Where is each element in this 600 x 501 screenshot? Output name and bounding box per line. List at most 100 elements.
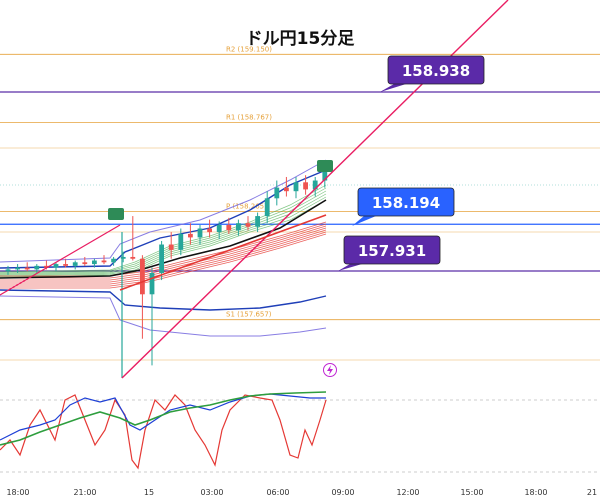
candle-body xyxy=(284,187,289,192)
ma-ribbon-red xyxy=(0,229,327,285)
candle xyxy=(255,212,260,233)
ma-ribbon-red xyxy=(0,233,327,289)
trendline-red xyxy=(119,214,327,291)
chart-title: ドル円15分足 xyxy=(246,29,355,49)
price-callout: 157.931 xyxy=(338,235,441,271)
candle-body xyxy=(72,262,78,266)
candle-body xyxy=(24,267,30,270)
callout-box xyxy=(357,187,455,217)
candle xyxy=(82,256,88,266)
candle-body xyxy=(168,244,174,250)
candle-body xyxy=(303,182,308,190)
x-tick-label: 15:00 xyxy=(460,488,483,497)
callout-label: 158.938 xyxy=(402,62,470,80)
bands-layer xyxy=(0,159,327,337)
candle-body xyxy=(245,223,251,227)
x-tick-label: 18:00 xyxy=(524,488,547,497)
candle-body xyxy=(312,180,318,190)
candle-body xyxy=(226,224,232,231)
candle-body xyxy=(15,267,20,270)
candle-body xyxy=(159,244,164,273)
candle-body xyxy=(82,262,88,265)
candle-body xyxy=(274,187,280,199)
candle xyxy=(92,258,97,268)
x-tick-label: 06:00 xyxy=(266,488,289,497)
candle-body xyxy=(101,260,107,263)
x-tick-label: 09:00 xyxy=(331,488,354,497)
trendline-left xyxy=(0,224,121,296)
x-tick-label: 15 xyxy=(144,488,154,497)
callout-box xyxy=(387,55,485,85)
candle-body xyxy=(188,233,193,238)
lower-band-outer xyxy=(0,295,327,337)
candle-body xyxy=(236,223,241,231)
x-tick-label: 03:00 xyxy=(200,488,223,497)
candle xyxy=(264,191,270,224)
candle-body xyxy=(322,169,328,181)
candle-body xyxy=(255,216,260,227)
pivot-label: P (158.265) xyxy=(226,203,267,211)
price-callout: 158.938 xyxy=(380,55,485,92)
candle-body xyxy=(178,233,184,250)
candle xyxy=(216,221,222,240)
ma-ribbon-green xyxy=(0,193,327,276)
candle-layer xyxy=(5,162,328,378)
candle xyxy=(111,256,116,266)
ma-ribbon-red xyxy=(0,223,327,279)
osc-green-line xyxy=(0,391,327,446)
ma-ribbon-green xyxy=(0,190,327,275)
candle-body xyxy=(293,182,299,192)
candle-body xyxy=(140,258,145,295)
candle-body xyxy=(111,258,116,263)
upper-band-outer xyxy=(0,159,327,263)
candle-body xyxy=(120,256,126,259)
pivot-label: R1 (158.767) xyxy=(226,113,272,121)
x-tick-label: 12:00 xyxy=(396,488,419,497)
candle-body xyxy=(130,256,136,259)
candle-body xyxy=(53,264,59,268)
candle xyxy=(159,240,164,281)
callout-label: 158.194 xyxy=(372,194,440,212)
candle xyxy=(303,175,308,195)
candle xyxy=(15,264,20,273)
lightning-icon-ring xyxy=(323,363,337,377)
candle xyxy=(236,219,241,236)
candle xyxy=(284,176,289,197)
price-callout: 158.194 xyxy=(352,187,455,226)
callout-layer: 158.938 158.194 157.931 xyxy=(338,55,485,271)
candle-body xyxy=(63,264,68,266)
callout-pointer xyxy=(338,264,362,271)
candle xyxy=(178,228,184,256)
candle-body xyxy=(216,224,222,233)
candle-body xyxy=(197,228,203,238)
x-axis: 18:00 21:00 15 03:00 06:00 09:00 12:00 15:00 18:… xyxy=(6,488,597,497)
alert-marker xyxy=(108,208,124,220)
candle xyxy=(5,265,11,275)
alert-marker xyxy=(317,160,333,172)
osc-blue-line xyxy=(0,393,326,441)
pivot-label: S1 (157.657) xyxy=(226,311,272,319)
candle xyxy=(140,255,145,339)
candle-body xyxy=(34,265,40,270)
callout-box xyxy=(343,235,441,265)
candle xyxy=(226,217,232,234)
candle xyxy=(53,262,59,272)
candle xyxy=(274,180,280,206)
candle xyxy=(63,258,68,268)
pivot-layer: R2 (159.150) R1 (158.767) P (158.265) S1 (1… xyxy=(0,45,600,321)
x-tick-label: 18:00 xyxy=(6,488,29,497)
candle xyxy=(130,216,136,261)
candle-body xyxy=(149,272,155,295)
osc-red-line xyxy=(0,394,327,470)
candle xyxy=(207,219,212,238)
candle xyxy=(72,260,78,270)
candle xyxy=(245,216,251,231)
x-tick-label: 21 xyxy=(587,488,597,497)
upper-band-inner xyxy=(0,169,327,269)
candle-body xyxy=(92,260,97,265)
callout-pointer xyxy=(352,216,376,226)
candle-body xyxy=(207,228,212,233)
oscillator-layer xyxy=(0,391,600,473)
